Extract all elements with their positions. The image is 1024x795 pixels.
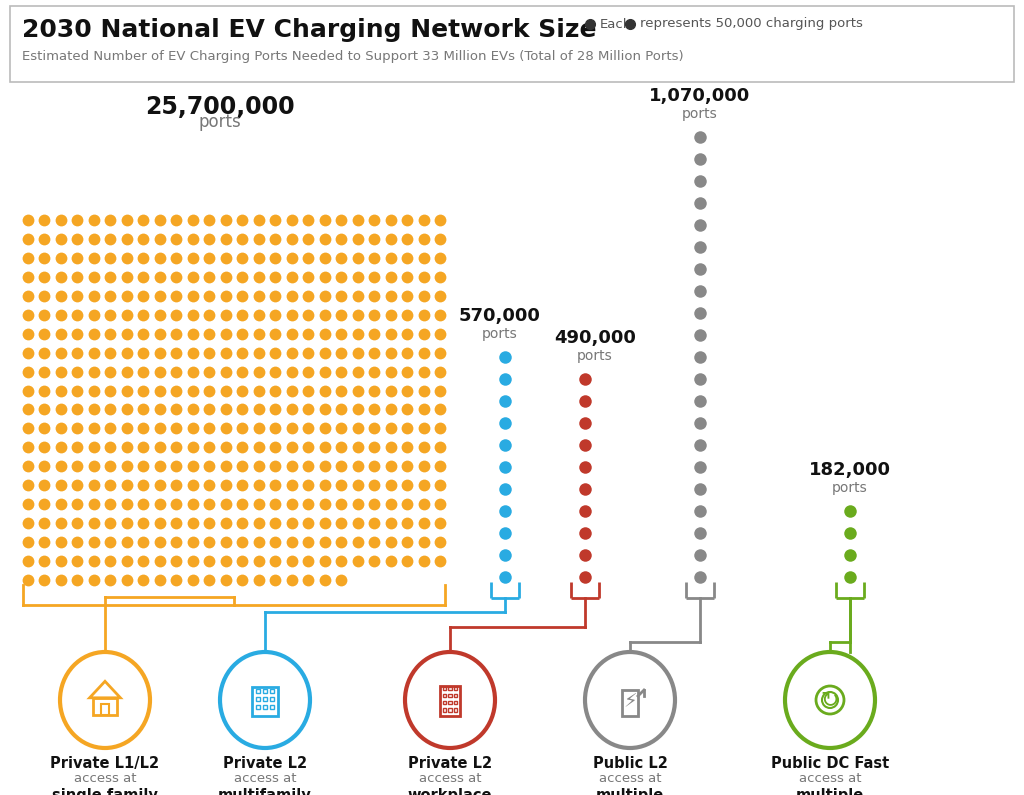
Text: 1,070,000: 1,070,000: [649, 87, 751, 105]
Text: workplace: workplace: [408, 788, 493, 795]
Text: ⚡: ⚡: [624, 692, 637, 712]
Text: 25,700,000: 25,700,000: [145, 95, 295, 119]
Text: ports: ports: [682, 107, 718, 121]
Text: access at: access at: [419, 772, 481, 785]
Text: Private L2: Private L2: [408, 756, 493, 771]
Text: Each: Each: [600, 17, 632, 30]
Text: single family: single family: [52, 788, 158, 795]
Text: ports: ports: [199, 113, 242, 131]
FancyBboxPatch shape: [10, 6, 1014, 82]
Text: 182,000: 182,000: [809, 461, 891, 479]
Text: ports: ports: [482, 327, 518, 341]
Text: Public DC Fast: Public DC Fast: [771, 756, 889, 771]
Text: multiple: multiple: [596, 788, 665, 795]
Text: access at: access at: [599, 772, 662, 785]
Text: ports: ports: [833, 481, 868, 495]
Text: ↻: ↻: [820, 690, 840, 710]
Text: Private L1/L2: Private L1/L2: [50, 756, 160, 771]
Text: multifamily: multifamily: [218, 788, 312, 795]
Text: Private L2: Private L2: [223, 756, 307, 771]
Text: access at: access at: [233, 772, 296, 785]
Text: access at: access at: [799, 772, 861, 785]
Text: Public L2: Public L2: [593, 756, 668, 771]
Text: 570,000: 570,000: [459, 307, 541, 325]
Text: ports: ports: [578, 349, 613, 363]
Text: 2030 National EV Charging Network Size: 2030 National EV Charging Network Size: [22, 18, 597, 42]
Text: access at: access at: [74, 772, 136, 785]
Text: multiple: multiple: [796, 788, 864, 795]
Text: 490,000: 490,000: [554, 329, 636, 347]
Text: Estimated Number of EV Charging Ports Needed to Support 33 Million EVs (Total of: Estimated Number of EV Charging Ports Ne…: [22, 50, 684, 63]
Text: represents 50,000 charging ports: represents 50,000 charging ports: [640, 17, 863, 30]
